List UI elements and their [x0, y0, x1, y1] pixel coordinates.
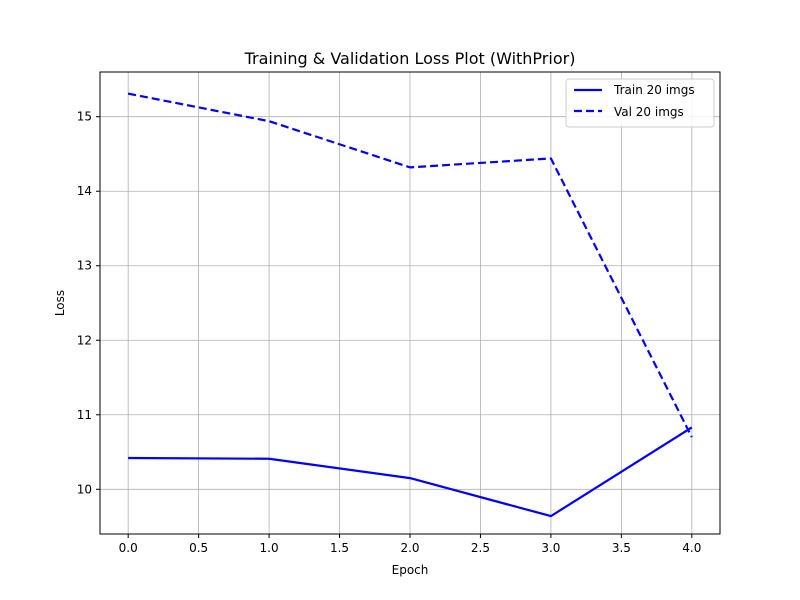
series-lines	[127, 92, 693, 518]
train-series-line	[128, 426, 693, 518]
y-tick-label: 14	[77, 184, 92, 198]
val-series-line	[127, 92, 693, 438]
y-tick-label: 12	[77, 333, 92, 347]
y-axis-label: Loss	[53, 290, 67, 316]
y-tick-label: 10	[77, 482, 92, 496]
y-tick-label: 11	[77, 408, 92, 422]
y-tick-label: 15	[77, 110, 92, 124]
x-tick-label: 0.0	[119, 541, 138, 555]
x-tick-label: 1.0	[260, 541, 279, 555]
x-tick-label: 3.5	[612, 541, 631, 555]
grid-lines	[100, 72, 720, 534]
x-axis-label: Epoch	[392, 563, 429, 577]
x-tick-label: 4.0	[682, 541, 701, 555]
x-tick-label: 0.5	[189, 541, 208, 555]
x-tick-label: 2.5	[471, 541, 490, 555]
y-axis-ticks: 10 11 12 13 14 15	[77, 110, 100, 496]
x-tick-label: 3.0	[541, 541, 560, 555]
legend-label-train: Train 20 imgs	[613, 83, 695, 97]
x-tick-label: 1.5	[330, 541, 349, 555]
x-tick-label: 2.0	[400, 541, 419, 555]
legend-box	[565, 78, 715, 128]
y-tick-label: 13	[77, 259, 92, 273]
legend-label-val: Val 20 imgs	[614, 105, 684, 119]
chart-title: Training & Validation Loss Plot (WithPri…	[244, 49, 576, 68]
x-axis-ticks: 0.0 0.5 1.0 1.5 2.0 2.5 3.0 3.5 4.0	[119, 534, 701, 555]
legend: Train 20 imgs Val 20 imgs	[565, 78, 715, 128]
